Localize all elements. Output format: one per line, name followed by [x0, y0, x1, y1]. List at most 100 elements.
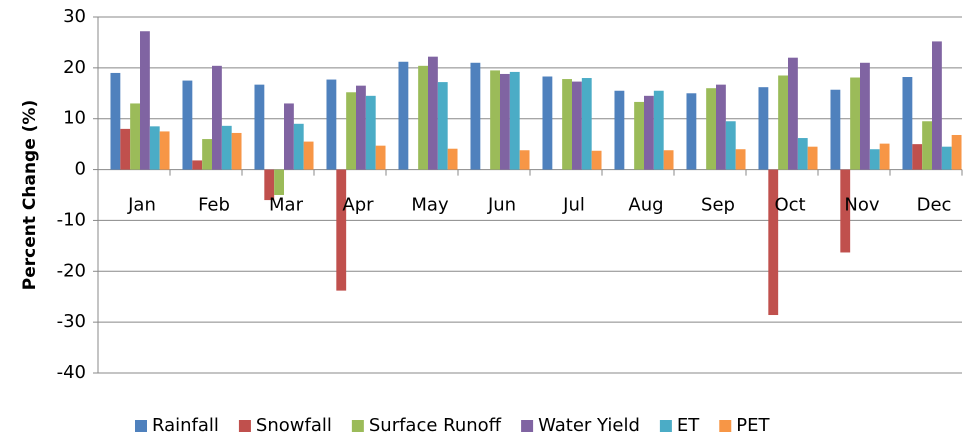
bar	[768, 169, 779, 316]
x-tick-label: Dec	[917, 195, 952, 216]
bar	[663, 150, 674, 170]
y-tick-label: -30	[57, 311, 86, 332]
bar	[375, 145, 386, 170]
x-tick-label: Jun	[487, 195, 516, 216]
bar	[807, 146, 818, 170]
bar	[716, 84, 726, 170]
bar	[591, 150, 602, 170]
bar	[951, 134, 962, 170]
bar	[653, 90, 664, 170]
bar	[130, 103, 140, 170]
bar	[336, 169, 347, 291]
bar	[303, 141, 314, 170]
x-tick-label: Oct	[774, 195, 805, 216]
bar	[902, 77, 913, 170]
bar	[159, 131, 170, 170]
bar	[912, 144, 923, 170]
bar	[922, 121, 932, 170]
bar	[428, 56, 438, 170]
legend-label: Surface Runoff	[369, 415, 502, 436]
bar	[840, 169, 851, 253]
bar	[447, 148, 458, 170]
y-tick-label: -40	[57, 362, 86, 383]
bar	[110, 72, 121, 170]
bar	[326, 79, 337, 170]
y-tick-label: 20	[63, 57, 86, 78]
legend-swatch	[135, 420, 147, 432]
legend-swatch	[719, 420, 732, 432]
bar	[614, 90, 625, 170]
bar	[182, 80, 193, 170]
legend-label: PET	[736, 415, 770, 436]
bar	[788, 57, 798, 170]
legend-label: ET	[677, 415, 700, 436]
legend-label: Rainfall	[152, 415, 219, 436]
x-tick-label: Apr	[342, 195, 374, 216]
x-tick-label: Sep	[701, 195, 735, 216]
bar	[437, 82, 448, 170]
bar	[264, 169, 275, 201]
bar	[860, 62, 870, 170]
bar	[356, 85, 366, 170]
bar	[850, 77, 860, 170]
bar	[274, 169, 284, 195]
bar	[254, 84, 265, 170]
bar	[418, 65, 428, 170]
legend-label: Snowfall	[256, 415, 332, 436]
bar	[932, 41, 942, 170]
x-tick-label: Jan	[127, 195, 156, 216]
x-tick-label: Feb	[198, 195, 230, 216]
x-tick-label: May	[411, 195, 449, 216]
x-tick-label: Nov	[844, 195, 879, 216]
bar	[140, 31, 150, 170]
y-tick-label: 0	[75, 159, 86, 180]
bar	[879, 143, 890, 170]
bar	[735, 149, 746, 170]
x-tick-label: Aug	[628, 195, 663, 216]
bar	[212, 65, 222, 170]
bar	[221, 125, 232, 170]
legend-label: Water Yield	[538, 415, 640, 436]
bar	[365, 95, 376, 170]
bar	[293, 123, 304, 170]
x-tick-label: Jul	[562, 195, 585, 216]
y-tick-label: 10	[63, 108, 86, 129]
bar	[509, 71, 520, 170]
bar	[941, 146, 952, 170]
bar	[778, 75, 788, 170]
bar	[231, 132, 242, 170]
bar	[562, 79, 572, 170]
bar	[398, 61, 409, 170]
y-tick-label: 30	[63, 6, 86, 27]
bar	[634, 101, 644, 170]
legend-swatch	[351, 420, 364, 432]
bar	[192, 160, 203, 170]
legend-swatch	[521, 420, 534, 432]
bar	[346, 92, 356, 170]
bar	[797, 138, 808, 170]
bar	[572, 81, 582, 170]
bar	[519, 150, 530, 170]
bar	[686, 93, 697, 170]
legend-swatch	[659, 420, 672, 432]
bar	[644, 95, 654, 170]
bar	[869, 149, 880, 170]
bar	[542, 76, 553, 170]
bar	[202, 139, 212, 170]
bar	[500, 73, 510, 170]
bar	[758, 87, 769, 170]
bar	[490, 70, 500, 170]
bar	[470, 62, 481, 170]
bar	[149, 126, 160, 170]
legend-swatch	[238, 420, 251, 432]
x-tick-label: Mar	[269, 195, 304, 216]
bar	[120, 128, 131, 170]
y-tick-label: -10	[57, 209, 86, 230]
bar	[581, 78, 592, 170]
y-axis-label: Percent Change (%)	[20, 100, 40, 290]
bar	[284, 103, 294, 170]
y-tick-label: -20	[57, 260, 86, 281]
bar	[830, 89, 841, 170]
bar	[725, 121, 736, 170]
